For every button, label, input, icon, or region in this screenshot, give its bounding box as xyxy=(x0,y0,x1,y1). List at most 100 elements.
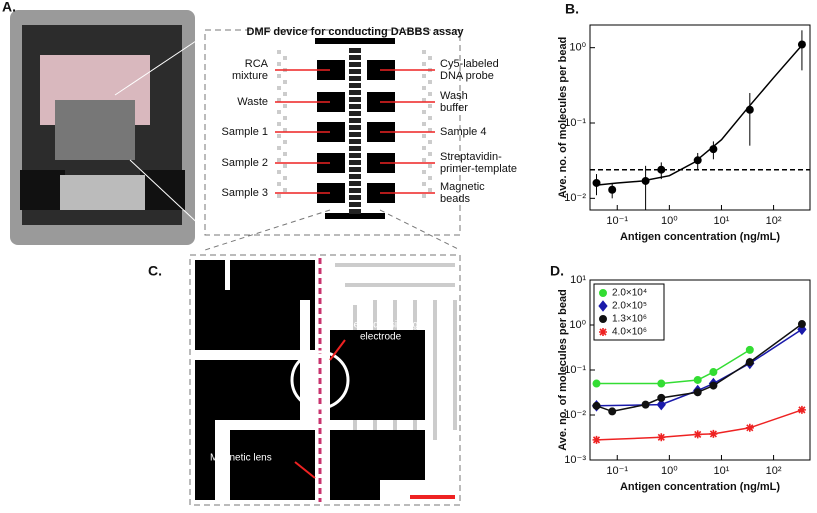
electrode xyxy=(277,182,281,186)
marker xyxy=(745,423,754,432)
x-tick-label: 10² xyxy=(766,215,782,227)
fit-line xyxy=(596,41,806,186)
y-tick-label: 10⁻² xyxy=(564,192,586,204)
series-line xyxy=(596,409,803,441)
marker xyxy=(657,433,666,442)
reservoir-label: Magnetic xyxy=(440,181,485,193)
series-line xyxy=(596,323,803,413)
electrode xyxy=(349,153,361,158)
electrode xyxy=(277,62,281,66)
legend-marker xyxy=(598,300,608,312)
electrode xyxy=(349,104,361,109)
marker xyxy=(797,40,806,49)
electrode-array xyxy=(277,48,432,214)
connector xyxy=(204,209,331,251)
series-line xyxy=(596,349,751,385)
reservoir-label: Wash xyxy=(440,90,468,102)
electrode xyxy=(283,104,287,108)
electrode xyxy=(349,195,361,200)
electrode xyxy=(422,158,426,162)
reservoir-label: Sample 1 xyxy=(222,126,268,138)
electrode xyxy=(277,134,281,138)
electrode xyxy=(349,118,361,123)
marker xyxy=(641,176,650,185)
electrode xyxy=(422,182,426,186)
electrode xyxy=(428,128,432,132)
electrode xyxy=(428,164,432,168)
electrode xyxy=(428,140,432,144)
electrode xyxy=(283,152,287,156)
marker xyxy=(641,400,650,409)
reservoir xyxy=(317,122,345,142)
marker xyxy=(592,379,601,388)
marker xyxy=(592,178,601,187)
lens-label: Magnetic lens xyxy=(210,453,272,464)
y-tick-label: 10⁰ xyxy=(569,42,586,54)
zoom-view xyxy=(189,254,461,506)
electrode xyxy=(283,176,287,180)
marker xyxy=(656,398,666,411)
electrode xyxy=(277,74,281,78)
electrode xyxy=(277,122,281,126)
electrode xyxy=(315,38,395,44)
reservoir-label: primer-template xyxy=(440,163,517,175)
marker xyxy=(592,435,601,444)
marker xyxy=(693,388,702,397)
reservoir-label: DNA probe xyxy=(440,70,494,82)
electrode xyxy=(283,56,287,60)
reservoir-label: mixture xyxy=(232,70,268,82)
legend-marker xyxy=(599,315,607,323)
electrode xyxy=(349,83,361,88)
electrode xyxy=(349,174,361,179)
electrode xyxy=(428,116,432,120)
electrode xyxy=(277,158,281,162)
marker xyxy=(657,379,666,388)
marker xyxy=(693,156,702,165)
device-photo xyxy=(10,10,195,245)
electrode xyxy=(277,50,281,54)
electrode xyxy=(349,132,361,137)
electrode xyxy=(349,90,361,95)
electrode xyxy=(349,202,361,207)
x-tick-label: 10⁻¹ xyxy=(606,465,628,477)
reservoir-label: Sample 2 xyxy=(222,157,268,169)
x-tick-label: 10⁻¹ xyxy=(606,215,628,227)
electrode xyxy=(422,194,426,198)
y-tick-label: 10⁻³ xyxy=(564,454,586,466)
reservoir-label: Waste xyxy=(237,96,268,108)
electrode xyxy=(422,110,426,114)
reservoir-label: Streptavidin- xyxy=(440,151,502,163)
electrode xyxy=(428,152,432,156)
electrode xyxy=(422,170,426,174)
reservoir-label: Sample 4 xyxy=(440,126,486,138)
reservoir-label: RCA xyxy=(245,58,269,70)
electrode xyxy=(349,167,361,172)
electrode xyxy=(277,86,281,90)
x-tick-label: 10⁰ xyxy=(661,465,678,477)
electrode xyxy=(277,110,281,114)
electrode xyxy=(428,80,432,84)
legend-label: 4.0×10⁶ xyxy=(612,327,647,338)
marker xyxy=(608,407,617,416)
reservoir-label: beads xyxy=(440,193,470,205)
panel-label: D. xyxy=(550,263,564,279)
electrode xyxy=(277,146,281,150)
electrode xyxy=(422,134,426,138)
electrode xyxy=(349,76,361,81)
electrode xyxy=(349,125,361,130)
y-axis-title: Ave. no. of molecules per bead xyxy=(557,289,569,451)
marker xyxy=(745,345,754,354)
reservoir xyxy=(317,153,345,173)
y-tick-label: 10⁰ xyxy=(569,319,586,331)
reservoir xyxy=(317,60,345,80)
electrode xyxy=(349,188,361,193)
connector xyxy=(129,159,206,231)
y-tick-label: 10⁻¹ xyxy=(564,364,586,376)
y-tick-label: 10¹ xyxy=(570,274,586,286)
y-tick-label: 10⁻¹ xyxy=(564,117,586,129)
series-line xyxy=(596,328,803,407)
marker xyxy=(797,320,806,329)
legend-label: 2.0×10⁴ xyxy=(612,288,647,299)
marker xyxy=(745,105,754,114)
legend-marker xyxy=(599,289,607,297)
